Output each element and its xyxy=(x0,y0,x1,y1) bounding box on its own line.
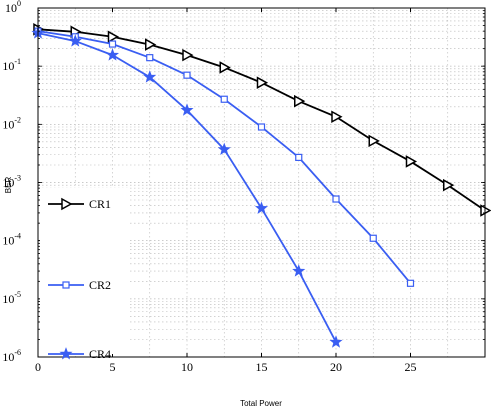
data-point-cr4 xyxy=(180,103,194,116)
data-point-cr2 xyxy=(332,195,340,203)
x-axis-label: Total Power xyxy=(240,399,282,408)
legend: CR1 CR2 CR4 xyxy=(40,188,128,361)
data-point-cr1 xyxy=(107,30,120,44)
legend-marker-cr2 xyxy=(62,281,70,289)
data-point-cr4 xyxy=(143,70,157,83)
data-point-cr1 xyxy=(405,155,418,168)
data-point-cr4 xyxy=(105,48,120,61)
legend-marker-cr4 xyxy=(59,347,73,360)
data-point-cr2 xyxy=(369,234,377,242)
data-point-cr2 xyxy=(406,279,415,287)
data-point-cr1 xyxy=(145,38,157,51)
y-tick-label: 10-4 xyxy=(2,232,21,248)
data-point-cr2 xyxy=(220,95,228,103)
x-tick-label: 0 xyxy=(35,360,41,374)
x-tick-label: 10 xyxy=(181,360,193,374)
legend-label-cr1: CR1 xyxy=(89,197,111,211)
legend-marker-cr1 xyxy=(61,197,73,211)
data-point-cr1 xyxy=(256,76,269,89)
y-tick-labels: 100 10-1 10-2 10-3 10-4 10-5 10-6 xyxy=(2,0,21,364)
data-point-cr2 xyxy=(183,71,191,79)
data-point-cr2 xyxy=(108,40,117,48)
legend-box xyxy=(40,188,128,354)
data-point-cr1 xyxy=(182,48,194,62)
data-point-cr2 xyxy=(146,54,154,62)
x-tick-label: 5 xyxy=(110,360,116,374)
data-point-cr4 xyxy=(329,335,343,348)
x-tick-label: 25 xyxy=(405,360,417,374)
data-point-cr2 xyxy=(257,123,266,131)
legend-label-cr2: CR2 xyxy=(89,278,111,292)
y-tick-label: 10-1 xyxy=(2,57,21,73)
data-point-cr4 xyxy=(68,34,82,47)
y-axis-label: BER xyxy=(4,177,13,194)
data-point-cr1 xyxy=(331,110,343,124)
y-tick-label: 100 xyxy=(5,0,21,15)
x-tick-labels: 0 5 10 15 20 25 xyxy=(35,360,417,374)
y-tick-label: 10-3 xyxy=(2,174,21,190)
y-tick-label: 10-6 xyxy=(2,348,21,364)
data-point-cr2 xyxy=(295,153,303,162)
data-point-cr4 xyxy=(254,201,269,214)
data-point-cr4 xyxy=(217,142,231,155)
ticks xyxy=(37,8,485,357)
data-point-cr1 xyxy=(443,178,455,192)
grid xyxy=(38,8,485,357)
data-point-cr1 xyxy=(368,134,380,148)
data-point-cr1 xyxy=(219,61,231,74)
data-point-cr1 xyxy=(294,94,306,108)
y-tick-label: 10-5 xyxy=(2,290,21,306)
legend-label-cr4: CR4 xyxy=(89,347,111,361)
x-tick-label: 20 xyxy=(330,360,342,374)
y-tick-label: 10-2 xyxy=(2,115,21,131)
x-tick-label: 15 xyxy=(256,360,268,374)
data-point-cr4 xyxy=(292,264,306,277)
